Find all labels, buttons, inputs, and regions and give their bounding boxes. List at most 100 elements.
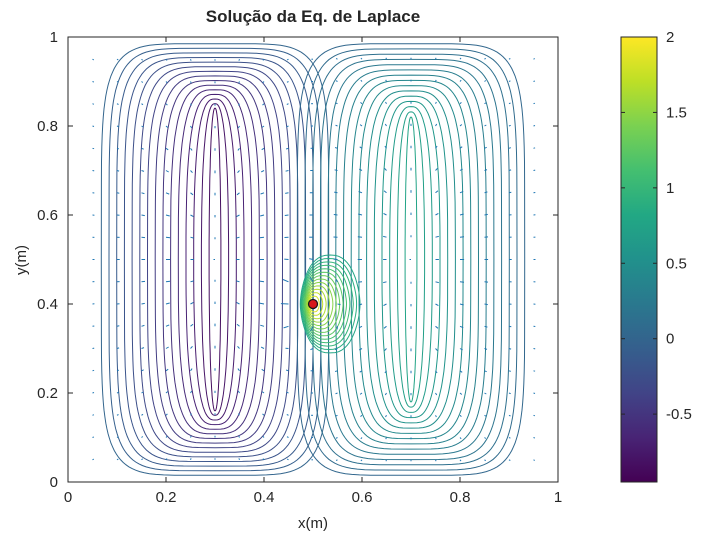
quiver-arrow: [238, 171, 240, 173]
quiver-arrow: [283, 280, 289, 282]
quiver-arrow: [436, 460, 437, 461]
quiver-arrow: [142, 171, 145, 172]
quiver-arrow: [509, 170, 511, 171]
quiver-arrow: [237, 193, 240, 195]
quiver-arrow: [485, 214, 488, 215]
quiver-arrow: [386, 80, 387, 82]
quiver-arrow: [166, 215, 170, 216]
quiver-arrow: [335, 170, 338, 171]
quiver-arrow: [191, 391, 192, 393]
quiver-arrow: [436, 349, 438, 351]
x-tick-label: 0.4: [254, 489, 275, 506]
quiver-arrow: [191, 193, 194, 195]
x-tick-label: 0.8: [450, 489, 471, 506]
quiver-arrow: [237, 302, 240, 304]
quiver-arrow: [260, 325, 264, 326]
quiver-arrow: [260, 237, 264, 238]
quiver-arrow: [485, 304, 488, 305]
y-tick-label: 0.8: [37, 118, 58, 135]
quiver-arrow: [386, 415, 387, 417]
quiver-arrow: [117, 326, 119, 327]
quiver-arrow: [360, 125, 362, 126]
quiver-arrow: [287, 104, 289, 105]
colorbar-tick-label: 2: [666, 29, 674, 46]
quiver-arrow: [436, 326, 439, 328]
quiver-arrow: [334, 215, 338, 216]
quiver-arrow: [286, 370, 288, 371]
quiver-arrow: [436, 213, 439, 215]
quiver-arrow: [261, 171, 264, 172]
quiver-arrow: [361, 438, 362, 439]
quiver-arrow: [191, 302, 194, 304]
quiver-arrow: [166, 325, 169, 326]
y-tick-label: 0.6: [37, 207, 58, 224]
quiver-arrow: [166, 82, 167, 83]
quiver-arrow: [336, 59, 337, 60]
quiver-arrow: [436, 415, 437, 417]
y-tick-label: 0.2: [37, 385, 58, 402]
quiver-arrow: [386, 58, 387, 59]
quiver-arrow: [361, 415, 363, 416]
quiver-arrow: [93, 437, 94, 438]
quiver-arrow: [359, 169, 362, 170]
quiver-arrow: [509, 438, 510, 439]
quiver-arrow: [534, 148, 536, 149]
quiver-arrow: [261, 193, 264, 194]
quiver-arrow: [191, 59, 192, 61]
quiver-arrow: [485, 460, 486, 461]
colorbar-tick-label: 0.5: [666, 255, 687, 272]
quiver-arrow: [509, 415, 511, 416]
quiver-arrow: [239, 82, 240, 84]
quiver-arrow: [238, 148, 240, 150]
quiver-arrow: [485, 326, 488, 327]
quiver-arrow: [460, 58, 461, 59]
quiver-arrow: [436, 58, 437, 59]
quiver-arrow: [460, 282, 464, 283]
quiver-arrow: [436, 191, 439, 193]
quiver-arrow: [142, 459, 143, 460]
quiver-arrow: [191, 148, 193, 150]
y-tick-label: 0: [50, 474, 58, 491]
quiver-arrow: [485, 170, 488, 171]
quiver-arrow: [238, 391, 239, 393]
colorbar: [621, 37, 657, 482]
quiver-arrow: [260, 281, 264, 282]
quiver-arrow: [383, 282, 386, 283]
quiver-arrow: [286, 171, 289, 172]
quiver-arrow: [166, 347, 169, 349]
quiver-arrow: [260, 303, 265, 304]
colorbar-tick-label: 0: [666, 331, 674, 348]
quiver-arrow: [142, 82, 143, 83]
quiver-arrow: [117, 59, 118, 60]
quiver-arrow: [261, 347, 264, 348]
quiver-arrow: [436, 102, 437, 104]
quiver-arrow: [117, 392, 119, 393]
quiver-arrow: [239, 436, 240, 438]
quiver-arrow: [361, 102, 363, 103]
quiver-arrow: [534, 393, 536, 394]
quiver-arrow: [361, 80, 362, 81]
quiver-arrow: [191, 126, 192, 128]
quiver-arrow: [436, 438, 437, 440]
quiver-arrow: [534, 59, 535, 60]
colorbar-tick-label: -0.5: [666, 406, 692, 423]
quiver-arrow: [509, 393, 511, 394]
quiver-arrow: [534, 103, 535, 104]
quiver-arrow: [117, 437, 118, 438]
quiver-arrow: [239, 59, 240, 61]
quiver-arrow: [436, 124, 437, 126]
quiver-arrow: [436, 393, 437, 395]
quiver-arrow: [142, 59, 143, 60]
quiver-arrow: [262, 392, 264, 393]
quiver-arrow: [286, 148, 288, 149]
quiver-arrow: [334, 192, 337, 193]
quiver-arrow: [460, 460, 461, 461]
colorbar-tick-label: 1: [666, 180, 674, 197]
quiver-arrow: [485, 125, 487, 126]
quiver-arrow: [287, 415, 289, 416]
quiver-arrow: [239, 458, 240, 460]
quiver-arrow: [509, 103, 511, 104]
quiver-arrow: [191, 324, 194, 326]
colorbar-tick-label: 1.5: [666, 104, 687, 121]
quiver-arrow: [166, 369, 168, 371]
